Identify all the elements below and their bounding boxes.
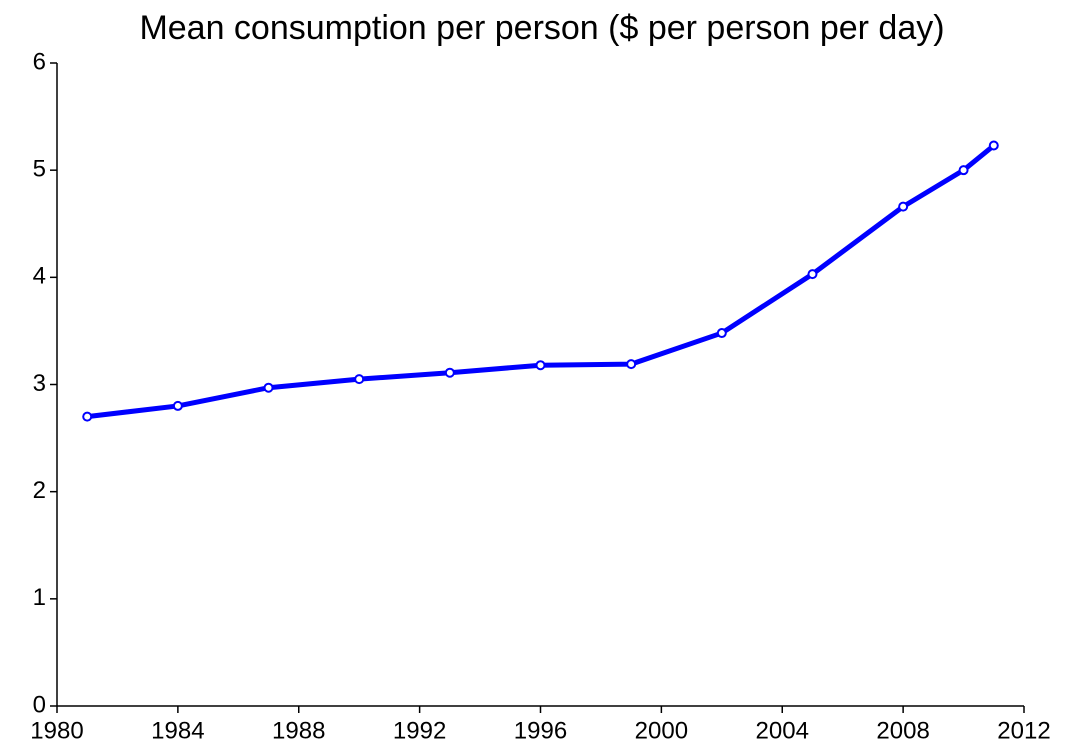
y-tick-label: 6 <box>33 48 46 75</box>
x-tick-label: 2012 <box>997 717 1050 744</box>
y-tick-label: 4 <box>33 263 46 290</box>
point <box>82 411 93 422</box>
y-tick-label: 1 <box>33 584 46 611</box>
x-tick-label: 2004 <box>756 717 809 744</box>
x-tick-label: 1980 <box>30 717 83 744</box>
line <box>86 143 996 420</box>
x-tick-label: 1996 <box>514 717 567 744</box>
point <box>807 269 818 280</box>
x-tick-label: 1984 <box>151 717 204 744</box>
y-tick-label: 3 <box>33 370 46 397</box>
point <box>626 359 637 370</box>
x-tick-label: 2000 <box>635 717 688 744</box>
point <box>988 140 999 151</box>
point <box>958 165 969 176</box>
point <box>263 382 274 393</box>
y-tick-label: 0 <box>33 691 46 718</box>
x-tick-label: 1988 <box>272 717 325 744</box>
chart-title: Mean consumption per person ($ per perso… <box>139 9 944 47</box>
point <box>535 360 546 371</box>
point <box>354 374 365 385</box>
x-tick-label: 2008 <box>876 717 929 744</box>
point <box>444 367 455 378</box>
point <box>716 328 727 339</box>
y-tick-label: 5 <box>33 156 46 183</box>
x-tick-label: 1992 <box>393 717 446 744</box>
point <box>172 400 183 411</box>
point <box>898 201 909 212</box>
y-tick-label: 2 <box>33 477 46 504</box>
